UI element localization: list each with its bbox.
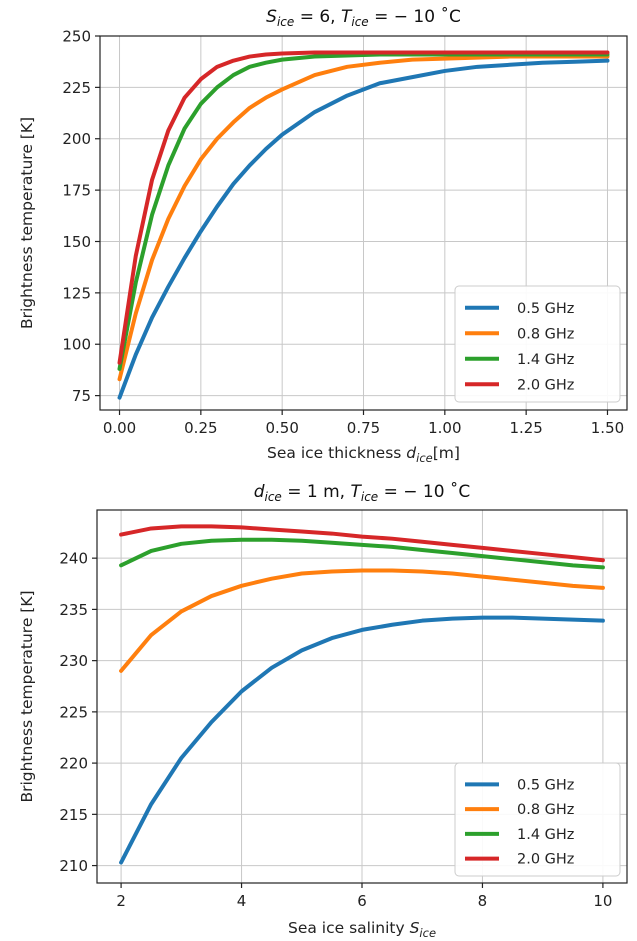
chart-title: Sice = 6, Tice = − 10 ˚C	[266, 6, 461, 29]
x-tick-label: 0.25	[184, 419, 217, 437]
title-symbol-1: S	[266, 7, 277, 27]
x-tick-label: 1.25	[509, 419, 542, 437]
x-tick-label: 0.00	[103, 419, 136, 437]
x-axis-label-unit: [m]	[433, 444, 460, 462]
title-subscript-2: ice	[361, 490, 378, 504]
x-tick-label: 0.50	[265, 419, 298, 437]
title-subscript-1: ice	[277, 15, 294, 29]
y-tick-label: 210	[59, 857, 88, 875]
x-tick-label: 0.75	[347, 419, 380, 437]
legend-label: 0.5 GHz	[517, 301, 574, 317]
legend-label: 0.8 GHz	[517, 326, 574, 342]
x-tick-label: 4	[237, 892, 247, 910]
legend-label: 2.0 GHz	[517, 377, 574, 393]
y-tick-label: 230	[59, 652, 88, 670]
legend: 0.5 GHz 0.8 GHz 1.4 GHz 2.0 GHz	[454, 285, 621, 403]
series-line-0-5-ghz	[117, 58, 610, 400]
legend-label: 0.5 GHz	[517, 777, 574, 793]
chart-title: dice = 1 m, Tice = − 10 ˚C	[254, 481, 471, 504]
title-symbol-2: T	[350, 482, 362, 502]
x-axis-label-text: Sea ice thickness	[267, 444, 406, 462]
series-line-2-0-ghz	[117, 50, 610, 365]
title-symbol-1: d	[254, 482, 265, 502]
x-tick-label: 8	[478, 892, 488, 910]
legend-label: 1.4 GHz	[517, 827, 574, 843]
x-tick-label: 1.50	[591, 419, 624, 437]
series-line-0-8-ghz	[119, 568, 605, 673]
legend-box	[454, 762, 621, 877]
legend-label: 2.0 GHz	[517, 852, 574, 868]
y-tick-label: 225	[59, 703, 88, 721]
y-tick-label: 215	[59, 806, 88, 824]
x-tick-label: 2	[116, 892, 126, 910]
title-subscript-1: ice	[265, 490, 282, 504]
y-tick-label: 250	[62, 28, 91, 46]
series-line-0-8-ghz	[117, 54, 610, 382]
y-tick-label: 225	[62, 79, 91, 97]
series-line-2-0-ghz	[119, 524, 605, 563]
y-tick-label: 100	[62, 336, 91, 354]
series-line-1-4-ghz	[119, 537, 605, 570]
x-axis-label-text: Sea ice salinity	[288, 919, 410, 937]
legend: 0.5 GHz 0.8 GHz 1.4 GHz 2.0 GHz	[454, 762, 621, 877]
title-value-2: = − 10 ˚C	[369, 6, 461, 27]
x-tick-label: 6	[357, 892, 367, 910]
y-tick-label: 175	[62, 182, 91, 200]
y-axis-label: Brightness temperature [K]	[18, 590, 36, 802]
legend-box	[454, 285, 621, 403]
title-subscript-2: ice	[351, 15, 368, 29]
chart-1: 0.00 0.25 0.50 0.75 1.00 1.25 1.50 75 100 125 150 1…	[18, 6, 628, 465]
y-tick-label: 150	[62, 233, 91, 251]
y-axis-label: Brightness temperature [K]	[18, 117, 36, 329]
y-tick-label: 235	[59, 601, 88, 619]
x-tick-label: 10	[593, 892, 612, 910]
legend-label: 1.4 GHz	[517, 352, 574, 368]
y-tick-label: 220	[59, 755, 88, 773]
y-tick-label: 200	[62, 130, 91, 148]
x-axis-label-symbol: S	[410, 919, 420, 937]
series-line-1-4-ghz	[117, 52, 610, 371]
x-axis-label: Sea ice thickness dice[m]	[267, 444, 460, 465]
y-tick-label: 75	[72, 387, 91, 405]
y-tick-label: 240	[59, 550, 88, 568]
x-axis-label: Sea ice salinity Sice	[288, 919, 436, 940]
title-value-1: = 1 m,	[282, 482, 351, 502]
x-axis-label-symbol: d	[406, 444, 416, 462]
series-line-0-5-ghz	[119, 615, 605, 865]
title-value-2: = − 10 ˚C	[378, 481, 470, 502]
legend-label: 0.8 GHz	[517, 802, 574, 818]
y-tick-label: 125	[62, 284, 91, 302]
x-tick-label: 1.00	[428, 419, 461, 437]
title-value-1: = 6,	[294, 7, 341, 27]
x-axis-label-subscript: ice	[419, 926, 436, 940]
x-axis-label-subscript: ice	[416, 451, 433, 465]
title-symbol-2: T	[341, 7, 353, 27]
